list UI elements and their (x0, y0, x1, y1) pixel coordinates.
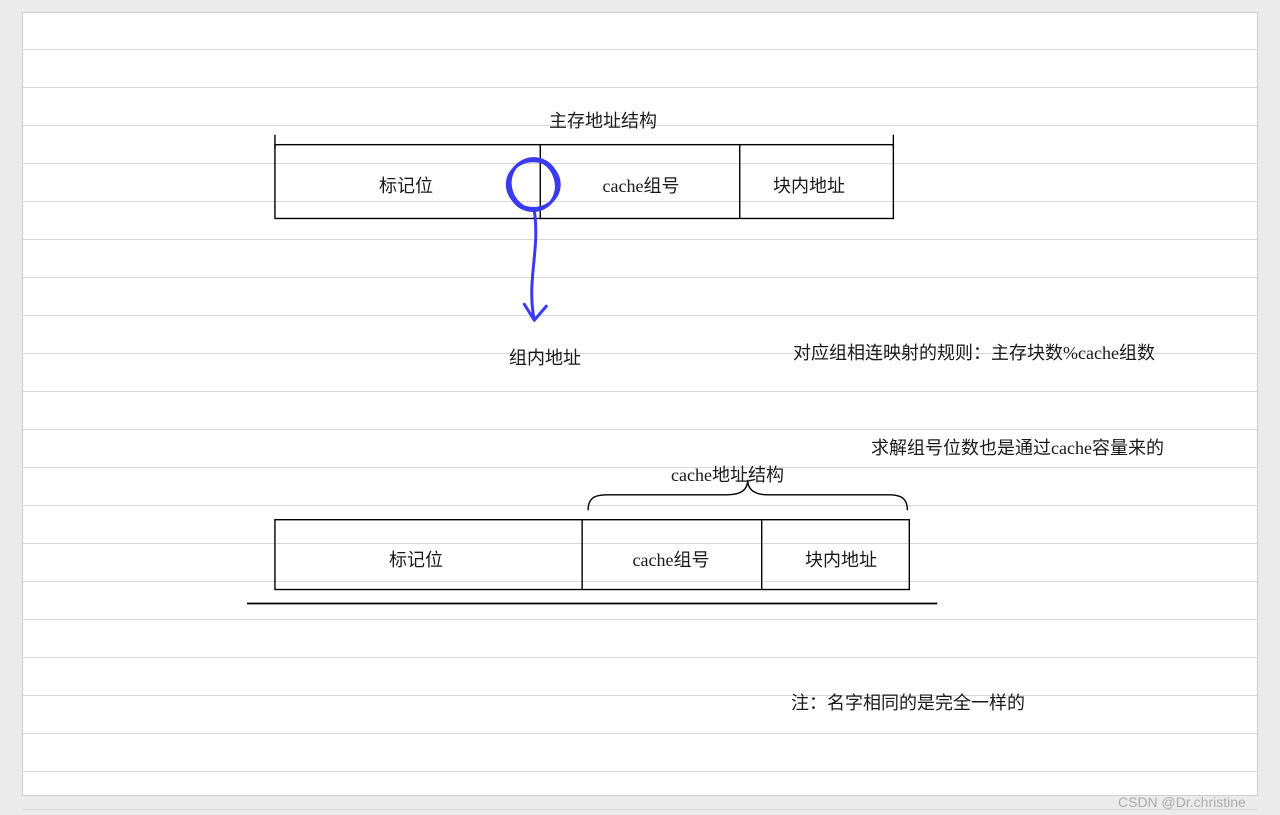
table1-col-offset: 块内地址 (773, 172, 845, 198)
watermark: CSDN @Dr.christine (1118, 794, 1246, 810)
table2-col-tag: 标记位 (389, 546, 443, 572)
label-group-inner-address: 组内地址 (509, 344, 581, 370)
table1-col-tag: 标记位 (379, 172, 433, 198)
title-cache-address: cache地址结构 (671, 461, 784, 487)
table2-col-group: cache组号 (633, 546, 710, 572)
side-note-mapping-rule: 对应组相连映射的规则：主存块数%cache组数 (793, 339, 1155, 365)
title-main-memory: 主存地址结构 (549, 107, 657, 133)
paper-sheet: 主存地址结构 标记位 cache组号 块内地址 组内地址 对应组相连映射的规则：… (22, 12, 1258, 796)
table2-col-offset: 块内地址 (805, 546, 877, 572)
table1-col-group: cache组号 (603, 172, 680, 198)
side-note-bit-count: 求解组号位数也是通过cache容量来的 (871, 434, 1164, 460)
bottom-note: 注：名字相同的是完全一样的 (791, 689, 1025, 715)
diagram-content: 主存地址结构 标记位 cache组号 块内地址 组内地址 对应组相连映射的规则：… (23, 13, 1257, 795)
